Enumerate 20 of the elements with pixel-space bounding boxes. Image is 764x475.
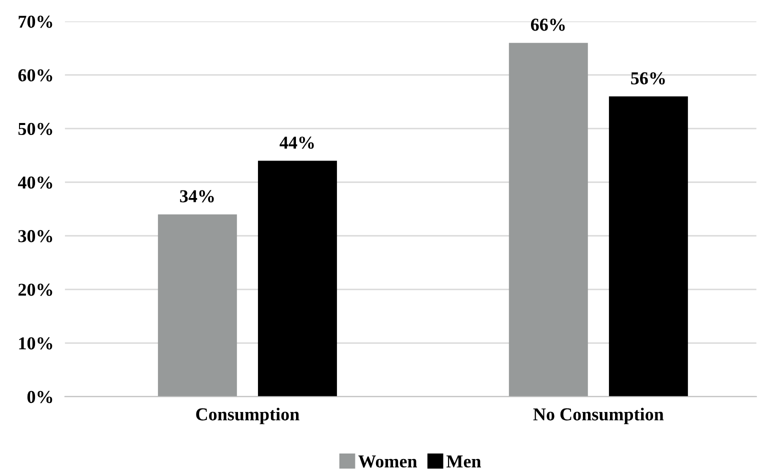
y-tick-label: 0%	[27, 390, 52, 404]
y-tick-label: 30%	[18, 230, 52, 242]
y-tick-label: 20%	[18, 284, 52, 296]
y-tick-label: 60%	[18, 69, 52, 82]
data-label: 44%	[280, 136, 314, 149]
legend-label: Women	[358, 456, 418, 468]
legend-label: Men	[446, 456, 481, 468]
bar	[258, 160, 337, 397]
y-tick-label: 70%	[18, 16, 52, 28]
x-tick-label: No Consumption	[533, 408, 664, 424]
y-tick-label: 10%	[19, 337, 52, 350]
bar	[508, 42, 588, 397]
x-tick-label: Consumption	[196, 408, 300, 424]
y-tick-label: 50%	[18, 122, 52, 136]
y-tick-label: 40%	[18, 176, 52, 189]
bar	[158, 214, 237, 397]
bar	[608, 96, 688, 397]
data-label: 34%	[180, 190, 214, 202]
data-label: 56%	[631, 72, 665, 84]
data-label: 66%	[530, 18, 565, 31]
